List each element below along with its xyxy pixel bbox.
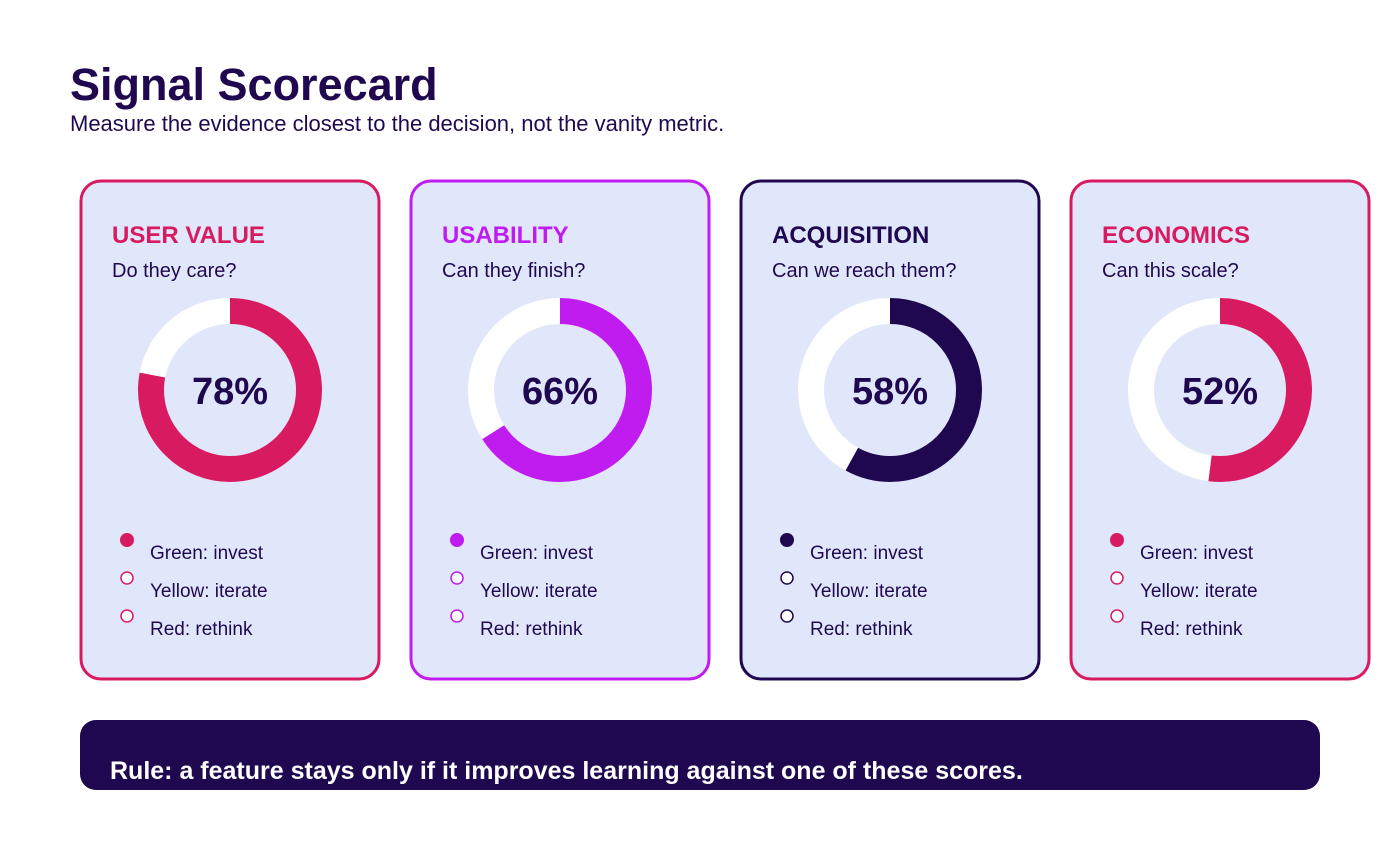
donut-arc: [798, 298, 982, 482]
card-question: Do they care?: [112, 260, 237, 282]
legend-dot: [450, 533, 464, 547]
legend-label: Green: invest: [810, 543, 924, 564]
legend-label: Green: invest: [480, 543, 594, 564]
legend-dot: [780, 609, 794, 623]
legend-label: Green: invest: [1140, 543, 1254, 564]
card-question: Can this scale?: [1102, 260, 1239, 282]
card: [79, 179, 381, 681]
legend-dot: [780, 571, 794, 585]
rule-banner: [80, 720, 1320, 790]
legend-label: Yellow: iterate: [810, 581, 928, 602]
card-heading: USER VALUE: [112, 222, 265, 249]
card-heading: USABILITY: [442, 222, 569, 249]
donut-arc: [1128, 298, 1312, 482]
legend-dot: [120, 533, 134, 547]
score-label: 78%: [192, 371, 268, 413]
legend-dot: [780, 533, 794, 547]
legend-label: Yellow: iterate: [1140, 581, 1258, 602]
rule-text: Rule: a feature stays only if it improve…: [110, 757, 1023, 785]
card: [1069, 179, 1371, 681]
legend-label: Yellow: iterate: [150, 581, 268, 602]
donut-arc: [138, 298, 322, 482]
card-heading: ACQUISITION: [772, 222, 929, 249]
legend-dot: [1110, 571, 1124, 585]
legend-label: Green: invest: [150, 543, 264, 564]
score-label: 52%: [1182, 371, 1258, 413]
card-question: Can we reach them?: [772, 260, 957, 282]
legend-dot: [450, 571, 464, 585]
legend-dot: [450, 609, 464, 623]
legend-dot: [120, 609, 134, 623]
legend-label: Red: rethink: [150, 619, 253, 640]
legend-dot: [1110, 533, 1124, 547]
legend-dot: [120, 571, 134, 585]
subtitle: Measure the evidence closest to the deci…: [70, 111, 724, 136]
donut-arc: [468, 298, 652, 482]
score-label: 58%: [852, 371, 928, 413]
legend-label: Red: rethink: [480, 619, 583, 640]
score-label: 66%: [522, 371, 598, 413]
card-heading: ECONOMICS: [1102, 222, 1250, 249]
legend-dot: [1110, 609, 1124, 623]
card: [739, 179, 1041, 681]
legend-label: Red: rethink: [1140, 619, 1243, 640]
card-question: Can they finish?: [442, 260, 585, 282]
card: [409, 179, 711, 681]
legend-label: Red: rethink: [810, 619, 913, 640]
title: Signal Scorecard: [70, 59, 438, 110]
legend-label: Yellow: iterate: [480, 581, 598, 602]
